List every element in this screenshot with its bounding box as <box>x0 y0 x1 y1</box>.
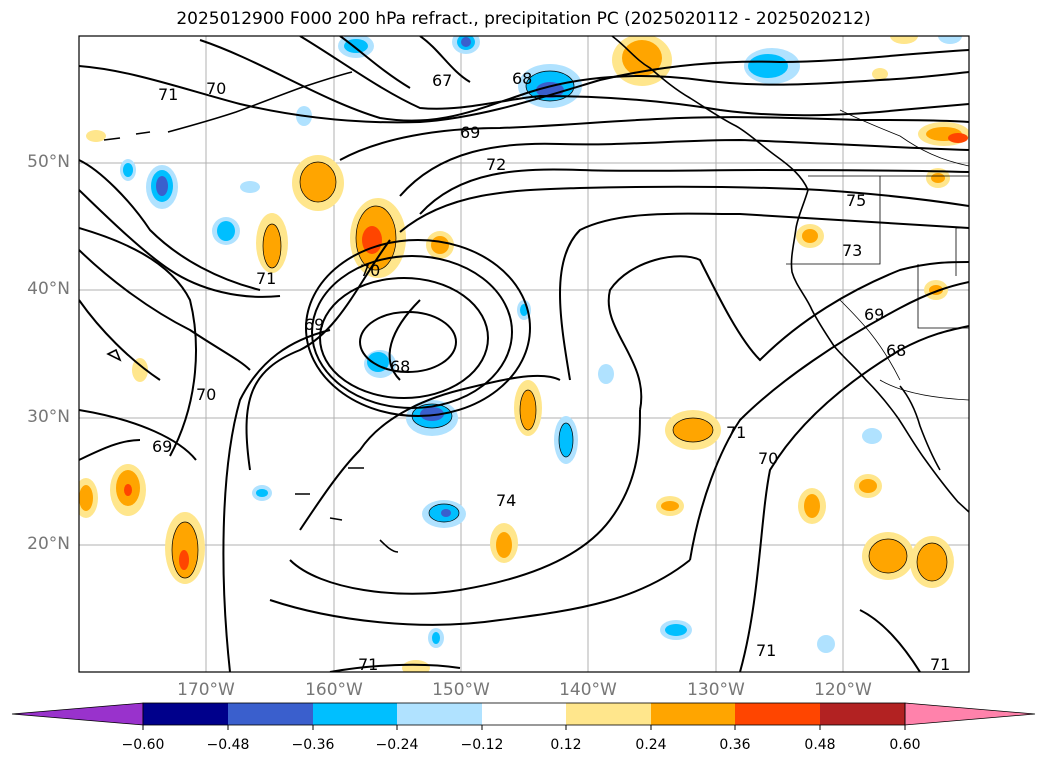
contour-label: 70 <box>196 385 216 404</box>
colorbar-tick-label: 0.48 <box>804 737 836 753</box>
political-borders <box>786 109 969 401</box>
map-title: 2025012900 F000 200 hPa refract., precip… <box>176 9 871 29</box>
contour-label: 74 <box>496 491 516 510</box>
colorbar-tick-label: −0.36 <box>291 737 335 753</box>
contour-label: 69 <box>304 315 324 334</box>
coastlines <box>103 36 969 553</box>
colorbar-tick-label: 0.60 <box>889 737 921 753</box>
contour-label: 73 <box>842 241 862 260</box>
lon-label: 150°W <box>432 680 490 700</box>
contour-label: 71 <box>930 655 950 674</box>
colorbar-tick-label: 0.12 <box>550 737 582 753</box>
contour-labels: 71 70 67 68 69 72 75 73 71 70 69 68 69 7… <box>152 69 950 674</box>
colorbar-bin <box>566 703 651 725</box>
lat-label: 50°N <box>27 152 70 172</box>
contour-label: 68 <box>886 341 906 360</box>
colorbar-under-arrow <box>11 702 144 726</box>
colorbar <box>11 702 1036 730</box>
contour-label: 71 <box>756 641 776 660</box>
colorbar-bin <box>397 703 482 725</box>
colorbar-bin <box>651 703 735 725</box>
contour-label: 71 <box>358 655 378 674</box>
lon-label: 130°W <box>687 680 745 700</box>
refractivity-contours <box>79 36 969 672</box>
colorbar-over-arrow <box>904 702 1036 726</box>
contour-label: 71 <box>256 269 276 288</box>
colorbar-tick-label: 0.24 <box>635 737 667 753</box>
contour-label: 69 <box>460 123 480 142</box>
lon-label: 140°W <box>559 680 617 700</box>
colorbar-bin <box>143 703 228 725</box>
contour-label: 68 <box>390 357 410 376</box>
colorbar-tick-label: −0.60 <box>121 737 165 753</box>
colorbar-bin <box>482 703 566 725</box>
contour-label: 69 <box>864 305 884 324</box>
lat-label: 20°N <box>27 534 70 554</box>
contour-label: 67 <box>432 71 452 90</box>
contour-label: 71 <box>158 85 178 104</box>
contour-label: 75 <box>846 191 866 210</box>
contour-label: 71 <box>726 423 746 442</box>
lon-label: 160°W <box>305 680 363 700</box>
contour-label: 69 <box>152 437 172 456</box>
contour-label: 70 <box>206 79 226 98</box>
colorbar-bin <box>820 703 905 725</box>
colorbar-tick-label: −0.24 <box>375 737 419 753</box>
colorbar-bin <box>228 703 313 725</box>
contour-label: 68 <box>512 69 532 88</box>
contour-label: 72 <box>486 155 506 174</box>
colorbar-bin <box>735 703 820 725</box>
contour-label: 70 <box>360 261 380 280</box>
colorbar-bin <box>313 703 397 725</box>
colorbar-tick-label: −0.48 <box>206 737 250 753</box>
colorbar-tick-label: −0.12 <box>460 737 504 753</box>
colorbar-tick-label: 0.36 <box>719 737 751 753</box>
lat-label: 30°N <box>27 407 70 427</box>
lon-label: 170°W <box>177 680 235 700</box>
contour-label: 70 <box>758 449 778 468</box>
lon-label: 120°W <box>814 680 872 700</box>
lat-label: 40°N <box>27 279 70 299</box>
map-border <box>78 35 970 673</box>
